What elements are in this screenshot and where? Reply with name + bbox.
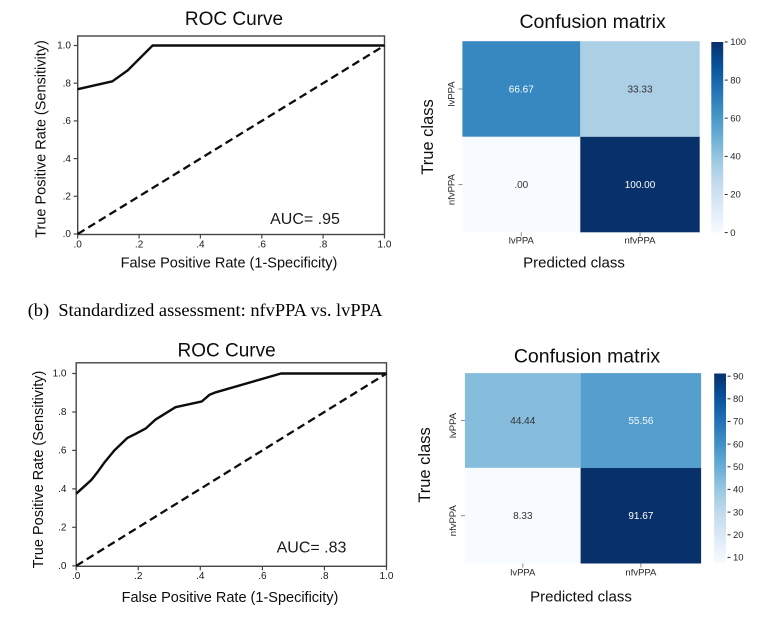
- svg-text:60: 60: [733, 439, 744, 450]
- svg-text:8.33: 8.33: [513, 511, 533, 522]
- svg-text:40: 40: [733, 485, 744, 496]
- svg-text:90: 90: [733, 371, 744, 382]
- svg-text:.6: .6: [258, 240, 267, 251]
- svg-text:True Positive Rate (Sensitivit: True Positive Rate (Sensitivity): [34, 40, 50, 238]
- svg-text:ROC Curve: ROC Curve: [185, 9, 283, 30]
- svg-text:1.0: 1.0: [53, 369, 67, 380]
- svg-text:.8: .8: [319, 240, 328, 251]
- svg-text:.4: .4: [196, 571, 205, 582]
- svg-text:.0: .0: [63, 229, 72, 240]
- svg-text:20: 20: [733, 530, 744, 541]
- svg-text:.8: .8: [63, 78, 72, 89]
- svg-text:.2: .2: [134, 571, 143, 582]
- svg-text:.8: .8: [320, 571, 329, 582]
- svg-text:80: 80: [733, 394, 744, 405]
- svg-text:33.33: 33.33: [627, 84, 652, 95]
- svg-text:lvPPA: lvPPA: [510, 568, 536, 579]
- svg-text:70: 70: [733, 417, 744, 428]
- svg-text:.2: .2: [63, 192, 72, 203]
- svg-text:AUC= .83: AUC= .83: [277, 539, 347, 556]
- svg-text:AUC= .95: AUC= .95: [270, 211, 340, 228]
- svg-text:100: 100: [730, 37, 746, 48]
- svg-text:44.44: 44.44: [510, 416, 535, 427]
- svg-text:True Positive Rate (Sensitivit: True Positive Rate (Sensitivity): [31, 371, 47, 569]
- svg-text:lvPPA: lvPPA: [447, 81, 458, 107]
- svg-text:.4: .4: [63, 154, 72, 165]
- svg-text:.0: .0: [58, 561, 67, 572]
- svg-text:Predicted class: Predicted class: [523, 255, 625, 272]
- svg-text:55.56: 55.56: [628, 416, 653, 427]
- svg-text:0: 0: [730, 228, 735, 239]
- svg-text:True class: True class: [416, 427, 434, 503]
- svg-text:20: 20: [730, 190, 741, 201]
- svg-text:.6: .6: [258, 571, 267, 582]
- svg-text:.2: .2: [58, 523, 67, 534]
- svg-text:nfvPPA: nfvPPA: [448, 505, 459, 537]
- svg-text:False Positive Rate (1-Specifi: False Positive Rate (1-Specificity): [121, 256, 338, 272]
- svg-text:50: 50: [733, 462, 744, 473]
- svg-text:.0: .0: [72, 571, 81, 582]
- svg-text:80: 80: [730, 75, 741, 86]
- svg-text:.4: .4: [58, 484, 67, 495]
- svg-text:Confusion matrix: Confusion matrix: [519, 11, 666, 33]
- svg-text:40: 40: [730, 152, 741, 163]
- svg-text:nfvPPA: nfvPPA: [625, 568, 657, 579]
- svg-text:100.00: 100.00: [625, 180, 656, 191]
- svg-text:30: 30: [733, 507, 744, 518]
- svg-text:nfvPPA: nfvPPA: [625, 236, 657, 247]
- svg-text:True class: True class: [419, 99, 437, 175]
- svg-text:.2: .2: [135, 240, 144, 251]
- svg-text:.6: .6: [58, 446, 67, 457]
- svg-text:Predicted class: Predicted class: [530, 589, 632, 606]
- svg-text:ROC Curve: ROC Curve: [178, 340, 276, 361]
- svg-text:lvPPA: lvPPA: [448, 412, 459, 438]
- svg-text:False Positive Rate (1-Specifi: False Positive Rate (1-Specificity): [122, 590, 339, 606]
- svg-text:1.0: 1.0: [378, 240, 392, 251]
- svg-text:.6: .6: [63, 116, 72, 127]
- svg-text:1.0: 1.0: [380, 571, 394, 582]
- svg-text:60: 60: [730, 113, 741, 124]
- svg-text:lvPPA: lvPPA: [509, 236, 535, 247]
- svg-text:10: 10: [733, 553, 744, 564]
- svg-text:66.67: 66.67: [509, 84, 534, 95]
- svg-text:.8: .8: [58, 407, 67, 418]
- svg-text:Confusion matrix: Confusion matrix: [514, 346, 661, 368]
- svg-text:.00: .00: [514, 180, 528, 191]
- svg-text:1.0: 1.0: [57, 41, 71, 52]
- svg-text:91.67: 91.67: [628, 511, 653, 522]
- svg-text:.0: .0: [74, 240, 83, 251]
- svg-text:.4: .4: [196, 240, 205, 251]
- svg-text:nfvPPA: nfvPPA: [447, 173, 458, 205]
- svg-text:(b) Standardized assessment:: (b) Standardized assessment: nfvPPA vs. …: [28, 300, 383, 321]
